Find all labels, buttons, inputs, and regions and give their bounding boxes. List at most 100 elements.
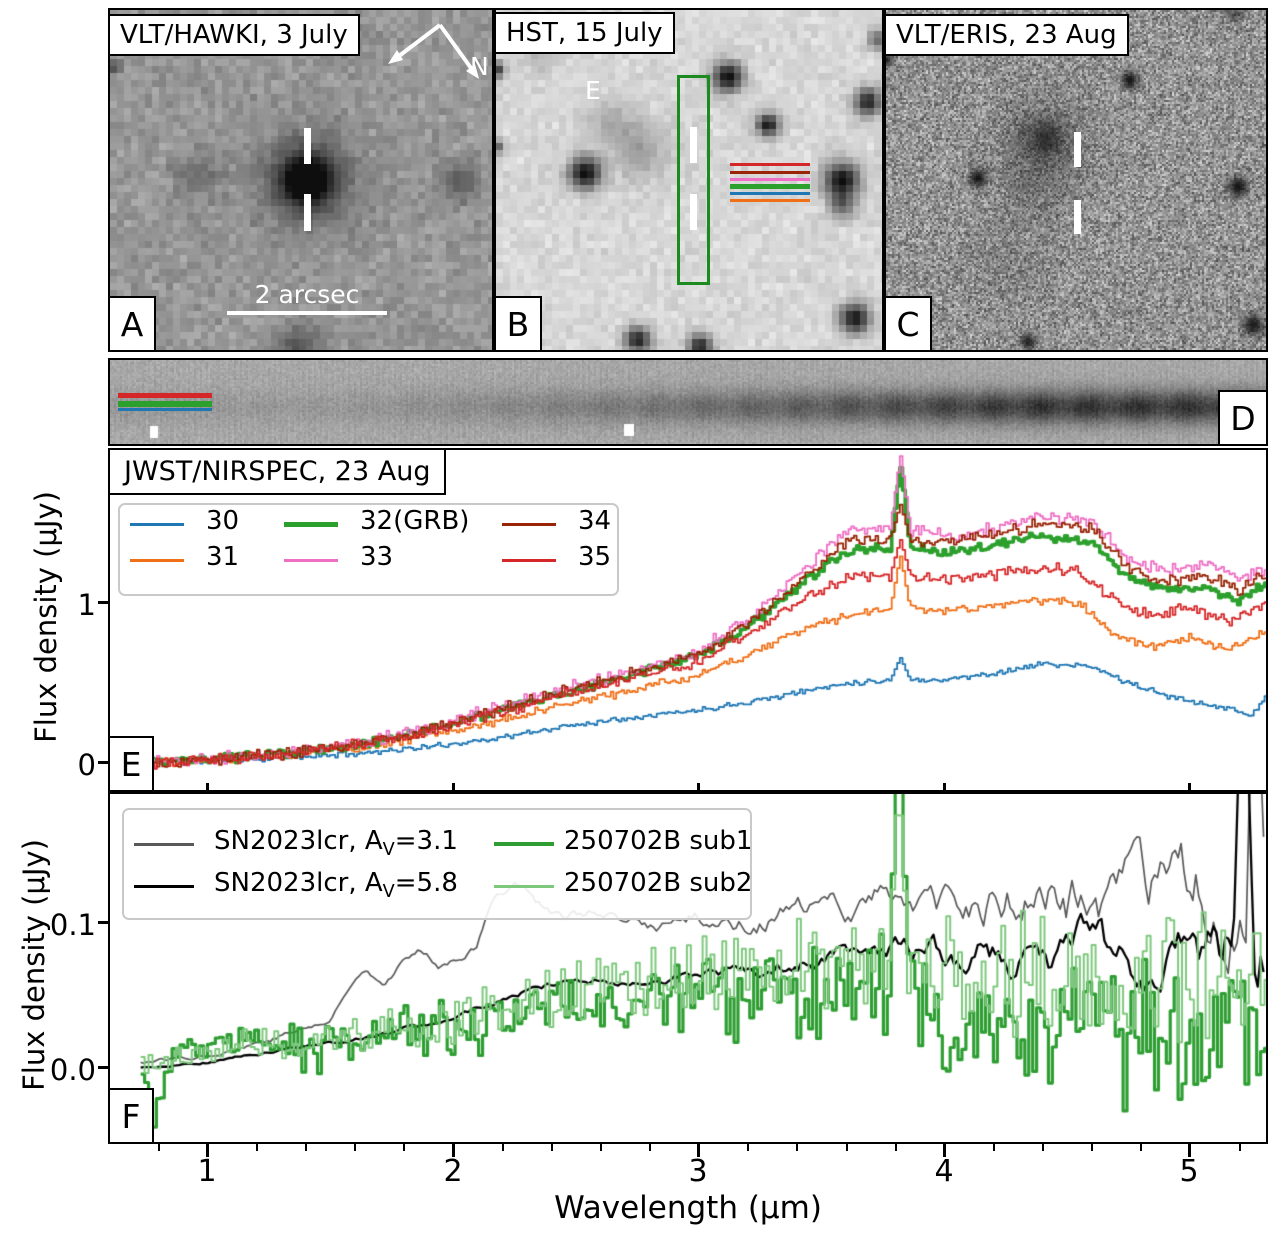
legend-label-250702B sub1: 250702B sub1: [564, 826, 753, 856]
legend-swatch-35: [502, 558, 556, 562]
xtick-minor-4.8: [1140, 1144, 1142, 1151]
xtick-minor-1.2: [256, 1144, 258, 1151]
xtick-minor-4.4: [1042, 1144, 1044, 1151]
xtick-minor-5.2: [1239, 1144, 1241, 1151]
xtick-minor-2.4: [551, 1144, 553, 1151]
panel-e-ytick-0: 0: [77, 748, 96, 782]
panel-e-ytick-mark-1: [98, 601, 108, 604]
panel-e-y-axis-label: Flux density (μJy): [29, 491, 63, 743]
legend-label-SN2023lcr, A_V=5.8: SN2023lcr, AV=5.8: [214, 868, 458, 903]
xtick-minor-1.4: [305, 1144, 307, 1151]
extraction-line-33: [730, 178, 810, 181]
target-marker-top-c: [1074, 132, 1081, 167]
panel-e-chart: [110, 450, 1266, 790]
legend-label-35: 35: [578, 542, 612, 572]
xtick-minor-4.2: [993, 1144, 995, 1151]
panel-e-xtick-5: [1188, 783, 1191, 791]
panel-d-spectrum-image: [110, 360, 1266, 444]
xtick-major-2: [452, 1144, 455, 1157]
panel-e-ytick-1: 1: [77, 588, 96, 622]
panel-f-ytick-mark-00: [98, 1066, 108, 1069]
xtick-minor-3.6: [846, 1144, 848, 1151]
extraction-line-30: [730, 192, 810, 195]
legend-swatch-33: [284, 558, 338, 562]
panel-c-title: VLT/ERIS, 23 Aug: [884, 14, 1129, 56]
panel-e-letter: E: [108, 736, 154, 792]
xtick-minor-0.8: [158, 1144, 160, 1151]
legend-swatch-34: [502, 522, 556, 526]
panel-f-letter: F: [108, 1088, 154, 1144]
slit-rectangle: [677, 75, 710, 285]
panel-b-image: [496, 10, 882, 350]
extraction-line-31: [730, 199, 810, 202]
xtick-major-1: [206, 1144, 209, 1157]
xtick-minor-4.6: [1091, 1144, 1093, 1151]
compass-icon: [388, 23, 479, 79]
xtick-minor-1.6: [354, 1144, 356, 1151]
panel-e-xtick-4: [943, 783, 946, 791]
xtick-major-5: [1188, 1144, 1191, 1157]
xtick-minor-2.2: [502, 1144, 504, 1151]
xtick-label-4: 4: [934, 1154, 954, 1189]
legend-swatch-SN2023lcr, A_V=5.8: [134, 884, 194, 888]
extraction-line-35: [730, 163, 810, 166]
xtick-minor-3.2: [747, 1144, 749, 1151]
legend-swatch-250702B sub2: [494, 884, 554, 888]
panel-d-letter: D: [1218, 390, 1268, 446]
panel-b-title: HST, 15 July: [494, 12, 675, 54]
target-marker-top-b: [690, 127, 697, 163]
panel-c-image: [886, 10, 1266, 350]
panel-a-letter: A: [108, 296, 156, 352]
scalebar-line: [227, 311, 387, 315]
extraction-line-d-30: [118, 408, 212, 411]
legend-label-33: 33: [360, 542, 394, 572]
target-marker-top-a: [304, 128, 311, 164]
legend-label-30: 30: [206, 506, 240, 536]
legend-label-SN2023lcr, A_V=3.1: SN2023lcr, AV=3.1: [214, 826, 458, 861]
panel-f-ytick-mark-01: [98, 921, 108, 924]
panel-e-legend: [118, 503, 619, 596]
panel-c-letter: C: [884, 296, 932, 352]
legend-swatch-31: [130, 558, 184, 562]
panel-a-title: VLT/HAWKI, 3 July: [108, 14, 360, 56]
panel-e-xtick-1: [206, 783, 209, 791]
xtick-major-3: [697, 1144, 700, 1157]
legend-label-31: 31: [206, 542, 240, 572]
panel-f-ytick-01: 0.1: [49, 908, 96, 942]
xtick-minor-2.6: [600, 1144, 602, 1151]
extraction-line-32(GRB): [730, 184, 810, 189]
legend-label-250702B sub2: 250702B sub2: [564, 868, 753, 898]
xtick-minor-3.8: [895, 1144, 897, 1151]
xtick-label-2: 2: [443, 1154, 463, 1189]
panel-a-image: [110, 10, 492, 350]
legend-swatch-250702B sub1: [494, 842, 554, 846]
panel-e-xtick-2: [452, 783, 455, 791]
xtick-minor-3.4: [796, 1144, 798, 1151]
xtick-minor-2.8: [649, 1144, 651, 1151]
legend-swatch-SN2023lcr, A_V=3.1: [134, 842, 194, 846]
xtick-minor-1.8: [403, 1144, 405, 1151]
compass-east-label: E: [585, 76, 601, 105]
panel-e-xtick-3: [697, 783, 700, 791]
target-marker-bottom-a: [304, 194, 311, 231]
legend-swatch-30: [130, 522, 184, 526]
xtick-label-1: 1: [197, 1154, 217, 1189]
legend-swatch-32(GRB): [284, 521, 338, 527]
panel-e-legend-title: JWST/NIRSPEC, 23 Aug: [108, 448, 447, 495]
target-marker-bottom-c: [1074, 200, 1081, 234]
panel-b-letter: B: [494, 296, 542, 352]
extraction-line-d-35: [118, 393, 212, 398]
legend-label-34: 34: [578, 506, 612, 536]
target-marker-bottom-b: [690, 194, 697, 230]
scalebar-label: 2 arcsec: [254, 280, 360, 309]
xtick-label-3: 3: [688, 1154, 708, 1189]
extraction-line-34: [730, 171, 810, 174]
legend-label-32(GRB): 32(GRB): [360, 506, 470, 536]
xtick-label-5: 5: [1179, 1154, 1199, 1189]
xtick-major-4: [943, 1144, 946, 1157]
panel-f-legend: [122, 808, 752, 920]
panel-e-ytick-mark-0: [98, 761, 108, 764]
x-axis-title: Wavelength (μm): [554, 1190, 822, 1226]
extraction-line-d-32(GRB): [118, 401, 212, 407]
